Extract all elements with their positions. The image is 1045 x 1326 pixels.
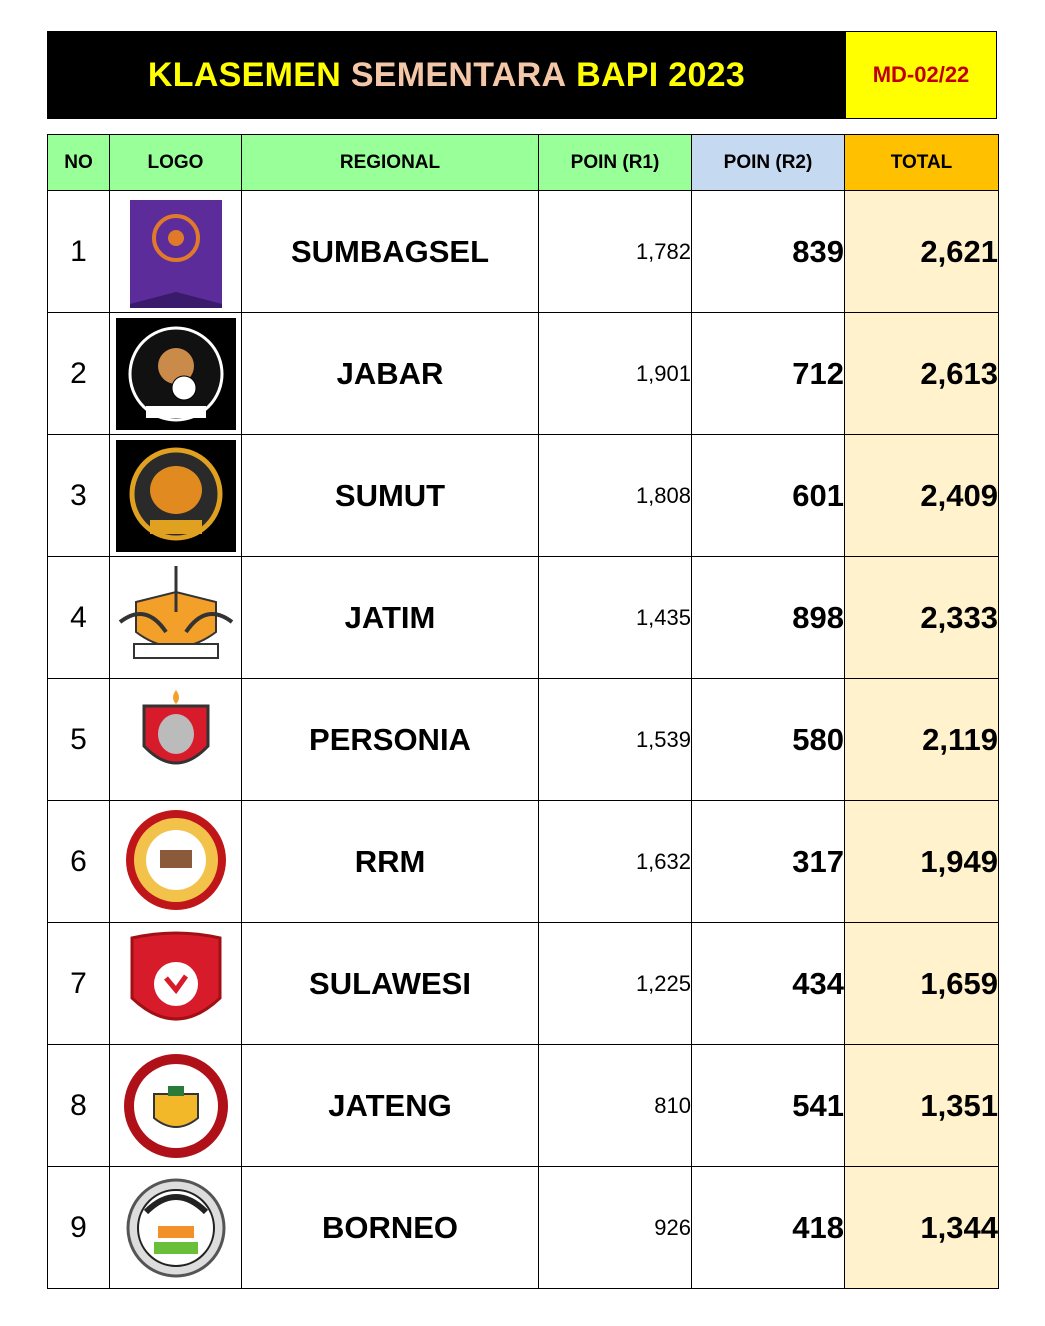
rank-cell: 9 (47, 1166, 110, 1289)
column-header-logo: LOGO (109, 134, 242, 191)
regional-cell: SUMUT (241, 434, 539, 557)
jabar-logo-icon (110, 317, 241, 430)
column-header-regional: REGIONAL (241, 134, 539, 191)
r1-points-cell: 1,632 (538, 800, 692, 923)
rank-cell: 1 (47, 190, 110, 313)
logo-cell (109, 434, 242, 557)
table-row: 9 BORNEO 926 418 1,344 (47, 1166, 999, 1289)
rank-cell: 2 (47, 312, 110, 435)
total-points-cell: 1,949 (844, 800, 999, 923)
logo-cell (109, 800, 242, 923)
page-title: KLASEMEN SEMENTARA BAPI 2023 (48, 32, 845, 118)
r1-points-cell: 1,808 (538, 434, 692, 557)
table-row: 3 SUMUT 1,808 601 2,409 (47, 434, 999, 557)
r2-points-cell: 898 (691, 556, 845, 679)
logo-cell (109, 678, 242, 801)
rank-cell: 8 (47, 1044, 110, 1167)
total-points-cell: 2,119 (844, 678, 999, 801)
regional-cell: JABAR (241, 312, 539, 435)
r1-points-cell: 1,539 (538, 678, 692, 801)
table-row: 5 PERSONIA 1,539 580 2,119 (47, 678, 999, 801)
total-points-cell: 1,344 (844, 1166, 999, 1289)
title-part-1: KLASEMEN (147, 55, 351, 94)
r1-points-cell: 1,225 (538, 922, 692, 1045)
rank-cell: 6 (47, 800, 110, 923)
table-row: 2 JABAR 1,901 712 2,613 (47, 312, 999, 435)
rrm-logo-icon (110, 805, 241, 918)
rank-cell: 7 (47, 922, 110, 1045)
logo-cell (109, 190, 242, 313)
jateng-logo-icon (110, 1049, 241, 1162)
regional-cell: SUMBAGSEL (241, 190, 539, 313)
r1-points-cell: 926 (538, 1166, 692, 1289)
rank-cell: 4 (47, 556, 110, 679)
rank-cell: 5 (47, 678, 110, 801)
table-header-row: NO LOGO REGIONAL POIN (R1) POIN (R2) TOT… (47, 134, 999, 191)
r2-points-cell: 601 (691, 434, 845, 557)
table-row: 1 SUMBAGSEL 1,782 839 2,621 (47, 190, 999, 313)
matchday-code: MD-02/22 (845, 32, 996, 118)
logo-cell (109, 556, 242, 679)
regional-cell: BORNEO (241, 1166, 539, 1289)
table-row: 8 JATENG 810 541 1,351 (47, 1044, 999, 1167)
r1-points-cell: 1,435 (538, 556, 692, 679)
column-header-total: TOTAL (844, 134, 999, 191)
sulawesi-logo-icon (110, 927, 241, 1040)
table-row: 6 RRM 1,632 317 1,949 (47, 800, 999, 923)
r2-points-cell: 317 (691, 800, 845, 923)
r2-points-cell: 418 (691, 1166, 845, 1289)
logo-cell (109, 922, 242, 1045)
rank-cell: 3 (47, 434, 110, 557)
r2-points-cell: 541 (691, 1044, 845, 1167)
column-header-no: NO (47, 134, 110, 191)
total-points-cell: 2,333 (844, 556, 999, 679)
sumut-logo-icon (110, 439, 241, 552)
r2-points-cell: 712 (691, 312, 845, 435)
regional-cell: PERSONIA (241, 678, 539, 801)
total-points-cell: 1,659 (844, 922, 999, 1045)
personia-logo-icon (110, 683, 241, 796)
r1-points-cell: 810 (538, 1044, 692, 1167)
logo-cell (109, 1044, 242, 1167)
standings-table: NO LOGO REGIONAL POIN (R1) POIN (R2) TOT… (47, 134, 999, 1289)
logo-cell (109, 1166, 242, 1289)
table-row: 7 SULAWESI 1,225 434 1,659 (47, 922, 999, 1045)
column-header-r1: POIN (R1) (538, 134, 692, 191)
column-header-r2: POIN (R2) (691, 134, 845, 191)
logo-cell (109, 312, 242, 435)
r2-points-cell: 434 (691, 922, 845, 1045)
r1-points-cell: 1,901 (538, 312, 692, 435)
r2-points-cell: 580 (691, 678, 845, 801)
total-points-cell: 1,351 (844, 1044, 999, 1167)
title-part-3: BAPI 2023 (566, 55, 746, 94)
regional-cell: RRM (241, 800, 539, 923)
table-row: 4 JATIM 1,435 898 2,333 (47, 556, 999, 679)
sumbagsel-logo-icon (110, 196, 241, 308)
regional-cell: SULAWESI (241, 922, 539, 1045)
total-points-cell: 2,621 (844, 190, 999, 313)
title-bar: KLASEMEN SEMENTARA BAPI 2023 MD-02/22 (47, 31, 997, 119)
total-points-cell: 2,409 (844, 434, 999, 557)
r2-points-cell: 839 (691, 190, 845, 313)
regional-cell: JATENG (241, 1044, 539, 1167)
regional-cell: JATIM (241, 556, 539, 679)
r1-points-cell: 1,782 (538, 190, 692, 313)
borneo-logo-icon (110, 1171, 241, 1284)
title-part-2: SEMENTARA (350, 55, 567, 94)
jatim-logo-icon (110, 561, 241, 674)
total-points-cell: 2,613 (844, 312, 999, 435)
